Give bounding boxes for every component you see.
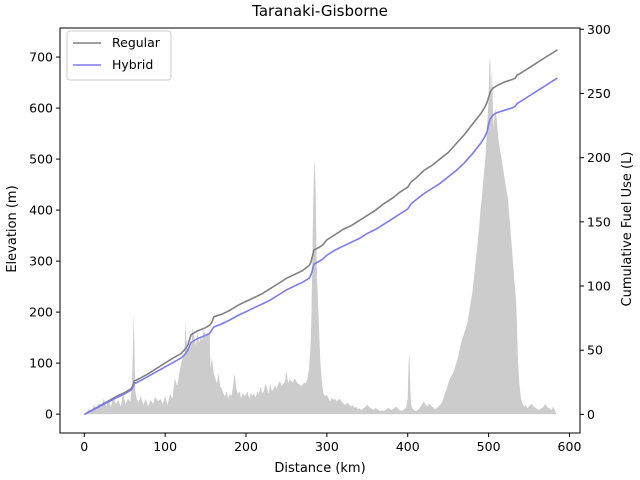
x-tick-label: 600 (558, 439, 582, 454)
plot-area (83, 49, 558, 416)
y-tick-label: 600 (29, 101, 53, 116)
x-tick-label: 500 (477, 439, 501, 454)
legend: Regular Hybrid (66, 30, 172, 81)
x-tick-label: 400 (396, 439, 420, 454)
x-tick-label: 200 (234, 439, 258, 454)
legend-label-hybrid: Hybrid (112, 57, 153, 72)
y2-tick-label: 200 (587, 150, 611, 165)
chart-title: Taranaki-Gisborne (251, 2, 388, 20)
y-tick-label: 400 (29, 203, 53, 218)
y2-tick-label: 0 (587, 407, 595, 422)
x-tick-label: 100 (153, 439, 177, 454)
x-tick-label: 0 (80, 439, 88, 454)
x-tick-label: 300 (315, 439, 339, 454)
y2-tick-label: 50 (587, 343, 603, 358)
y2-tick-label: 100 (587, 279, 611, 294)
y-axis-label: Elevation (m) (5, 185, 20, 272)
y2-tick-label: 250 (587, 86, 611, 101)
y2-axis-label: Cumulative Fuel Use (L) (620, 152, 635, 307)
y-axis-ticks: 0 100 200 300 400 500 600 700 (29, 50, 60, 422)
y-tick-label: 100 (29, 356, 53, 371)
y2-tick-label: 150 (587, 214, 611, 229)
y2-tick-label: 300 (587, 22, 611, 37)
y2-axis-ticks: 0 50 100 150 200 250 300 (580, 22, 611, 422)
elevation-area (84, 57, 557, 415)
axes-frame (59, 27, 581, 434)
y-tick-label: 500 (29, 152, 53, 167)
y-tick-label: 0 (45, 407, 53, 422)
legend-label-regular: Regular (112, 35, 161, 50)
series-line-hybrid (83, 77, 558, 416)
y-tick-label: 300 (29, 254, 53, 269)
x-axis-label: Distance (km) (274, 461, 365, 476)
y-tick-label: 200 (29, 305, 53, 320)
y-tick-label: 700 (29, 50, 53, 65)
series-line-regular (83, 49, 558, 416)
x-axis-ticks: 0 100 200 300 400 500 600 (80, 433, 581, 454)
